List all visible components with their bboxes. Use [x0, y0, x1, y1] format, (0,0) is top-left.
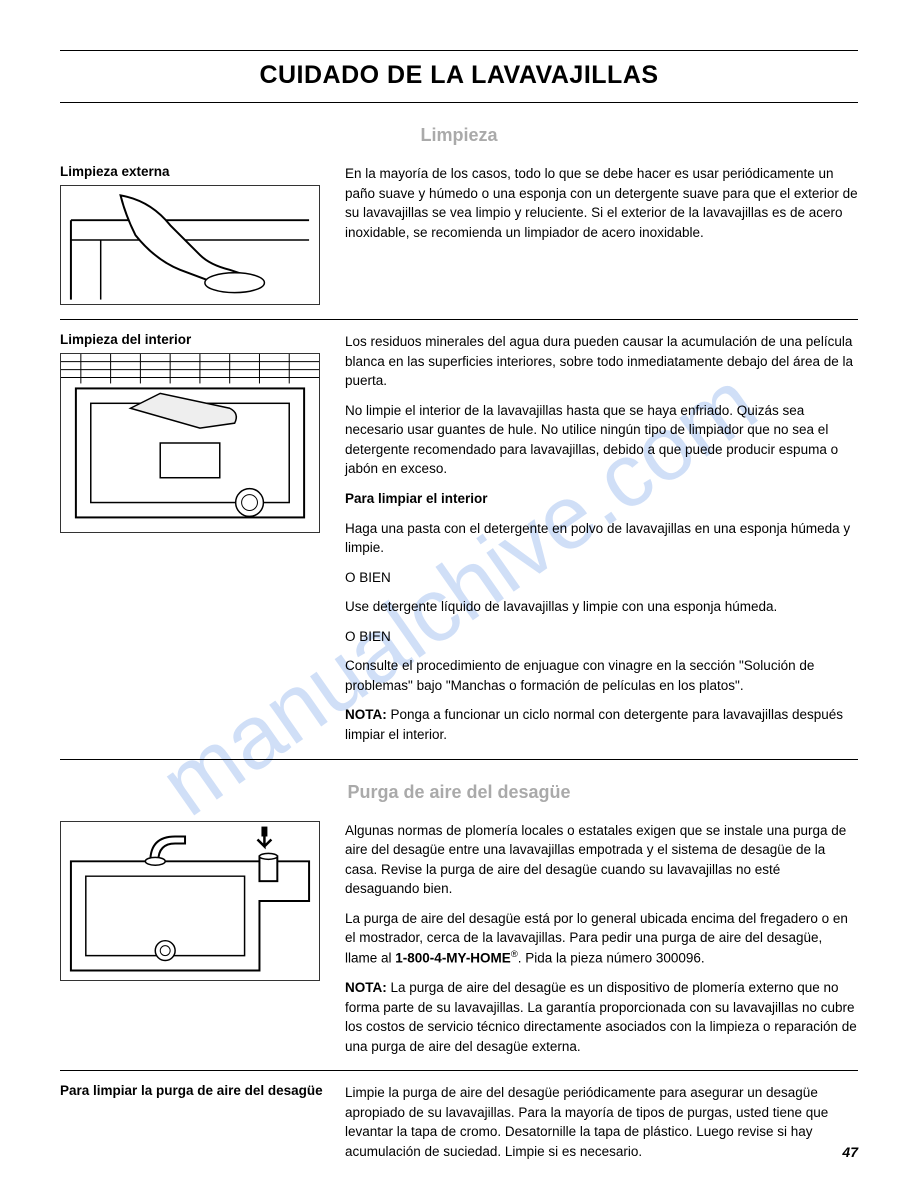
left-col: Para limpiar la purga de aire del desagü… [60, 1083, 325, 1161]
right-col: Los residuos minerales del agua dura pue… [345, 332, 858, 745]
heading-para-limpiar-purga: Para limpiar la purga de aire del desagü… [60, 1083, 325, 1098]
nota-label: NOTA: [345, 980, 387, 995]
left-col: Limpieza del interior [60, 332, 325, 745]
text: . Pida la pieza número 300096. [518, 950, 705, 965]
para: Limpie la purga de aire del desagüe peri… [345, 1083, 858, 1161]
para: NOTA: Ponga a funcionar un ciclo normal … [345, 705, 858, 744]
phone-number: 1-800-4-MY-HOME [395, 950, 511, 965]
nota-text: La purga de aire del desagüe es un dispo… [345, 980, 857, 1054]
para: O BIEN [345, 627, 858, 647]
row-para-limpiar-purga: Para limpiar la purga de aire del desagü… [60, 1075, 858, 1169]
para: Haga una pasta con el detergente en polv… [345, 519, 858, 558]
illustration-hand-wipe [60, 185, 320, 305]
section-header-limpieza: Limpieza [60, 125, 858, 146]
nota-text: Ponga a funcionar un ciclo normal con de… [345, 707, 843, 742]
para: O BIEN [345, 568, 858, 588]
heading-limpieza-externa: Limpieza externa [60, 164, 325, 179]
para: No limpie el interior de la lavavajillas… [345, 401, 858, 479]
para: La purga de aire del desagüe está por lo… [345, 909, 858, 968]
registered-mark: ® [511, 949, 518, 960]
row-purga: Algunas normas de plomería locales o est… [60, 813, 858, 1072]
para: En la mayoría de los casos, todo lo que … [345, 164, 858, 242]
content-wrapper: CUIDADO DE LA LAVAVAJILLAS Limpieza Limp… [60, 50, 858, 1170]
para: Los residuos minerales del agua dura pue… [345, 332, 858, 391]
row-limpieza-externa: Limpieza externa En la mayoría de los ca… [60, 156, 858, 320]
right-col: Limpie la purga de aire del desagüe peri… [345, 1083, 858, 1161]
para: Use detergente líquido de lavavajillas y… [345, 597, 858, 617]
section-header-purga: Purga de aire del desagüe [60, 782, 858, 803]
para: Algunas normas de plomería locales o est… [345, 821, 858, 899]
left-col: Limpieza externa [60, 164, 325, 305]
left-col [60, 821, 325, 1057]
para: NOTA: La purga de aire del desagüe es un… [345, 978, 858, 1056]
subheading-para-limpiar: Para limpiar el interior [345, 489, 858, 509]
para: Consulte el procedimiento de enjuague co… [345, 656, 858, 695]
right-col: En la mayoría de los casos, todo lo que … [345, 164, 858, 305]
heading-limpieza-interior: Limpieza del interior [60, 332, 325, 347]
row-limpieza-interior: Limpieza del interior Los r [60, 324, 858, 760]
page-title: CUIDADO DE LA LAVAVAJILLAS [60, 50, 858, 103]
illustration-interior [60, 353, 320, 533]
illustration-sink [60, 821, 320, 981]
right-col: Algunas normas de plomería locales o est… [345, 821, 858, 1057]
nota-label: NOTA: [345, 707, 387, 722]
